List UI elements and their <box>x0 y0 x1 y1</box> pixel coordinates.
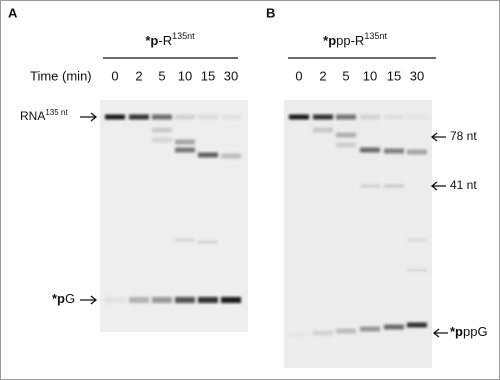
marker-label: *pG <box>52 291 75 306</box>
panel-label: B <box>266 5 275 20</box>
band <box>407 322 427 328</box>
band <box>384 324 404 330</box>
marker-bold: *p <box>450 324 463 339</box>
lane-label: 10 <box>363 68 377 83</box>
title-text: pp-R <box>336 33 364 48</box>
band <box>336 114 356 120</box>
band <box>407 114 427 120</box>
title-sup: 135nt <box>172 31 195 41</box>
band <box>384 148 404 154</box>
band <box>198 240 218 244</box>
lane-label: 15 <box>201 68 215 83</box>
band <box>407 149 427 155</box>
band <box>175 147 195 153</box>
band <box>221 297 241 303</box>
band <box>289 114 309 120</box>
band <box>221 153 241 159</box>
marker-text: ppG <box>463 324 488 339</box>
band <box>152 114 172 120</box>
band <box>313 114 333 120</box>
band <box>198 297 218 303</box>
lane-label: 0 <box>111 68 118 83</box>
band <box>313 330 333 336</box>
band <box>336 132 356 138</box>
band <box>336 328 356 334</box>
gel-a <box>100 100 248 332</box>
band <box>129 114 149 120</box>
band <box>407 238 427 242</box>
band <box>198 114 218 120</box>
marker-bold: *p <box>52 291 65 306</box>
lane-label: 5 <box>158 68 165 83</box>
lane-label: 2 <box>319 68 326 83</box>
title-text: -R <box>158 33 172 48</box>
lane-label: 30 <box>410 68 424 83</box>
band <box>407 268 427 272</box>
lane-label: 15 <box>387 68 401 83</box>
panel-title: *p-R135nt <box>145 31 195 48</box>
band <box>360 147 380 153</box>
marker-text: RNA <box>20 109 45 123</box>
panel-title: *ppp-R135nt <box>323 31 387 48</box>
band <box>152 137 172 143</box>
arrow <box>80 112 98 122</box>
marker-text: G <box>65 291 75 306</box>
lane-label: 5 <box>342 68 349 83</box>
band <box>198 152 218 158</box>
lane-label: 30 <box>224 68 238 83</box>
band <box>289 333 309 338</box>
panel-label: A <box>8 5 18 20</box>
band <box>175 114 195 120</box>
arrow <box>80 295 98 305</box>
band <box>152 127 172 133</box>
band <box>129 297 149 303</box>
bands <box>105 114 427 338</box>
lane-label: 0 <box>295 68 302 83</box>
band <box>360 114 380 120</box>
band <box>152 297 172 303</box>
band <box>175 238 195 242</box>
arrow <box>430 132 446 142</box>
band <box>313 127 333 133</box>
band <box>384 184 404 188</box>
marker-label: 78 nt <box>450 129 477 143</box>
arrow <box>432 328 448 338</box>
time-label: Time (min) <box>30 68 92 83</box>
gel-b <box>284 100 432 368</box>
marker-label: 41 nt <box>450 178 477 192</box>
title-sup: 135nt <box>364 31 387 41</box>
marker-sup: 135 nt <box>45 108 68 117</box>
lane-label: 2 <box>135 68 142 83</box>
lane-label: 10 <box>178 68 192 83</box>
band <box>360 326 380 332</box>
band <box>105 297 125 303</box>
title-bold: *p <box>145 33 158 48</box>
band <box>105 114 125 120</box>
marker-label: *pppG <box>450 324 488 339</box>
band <box>175 297 195 303</box>
band <box>175 139 195 145</box>
band <box>336 142 356 148</box>
band <box>384 114 404 120</box>
arrow <box>430 181 446 191</box>
band <box>360 184 380 188</box>
marker-label: RNA135 nt <box>20 108 68 123</box>
band <box>221 114 241 120</box>
title-bold: *p <box>323 33 336 48</box>
